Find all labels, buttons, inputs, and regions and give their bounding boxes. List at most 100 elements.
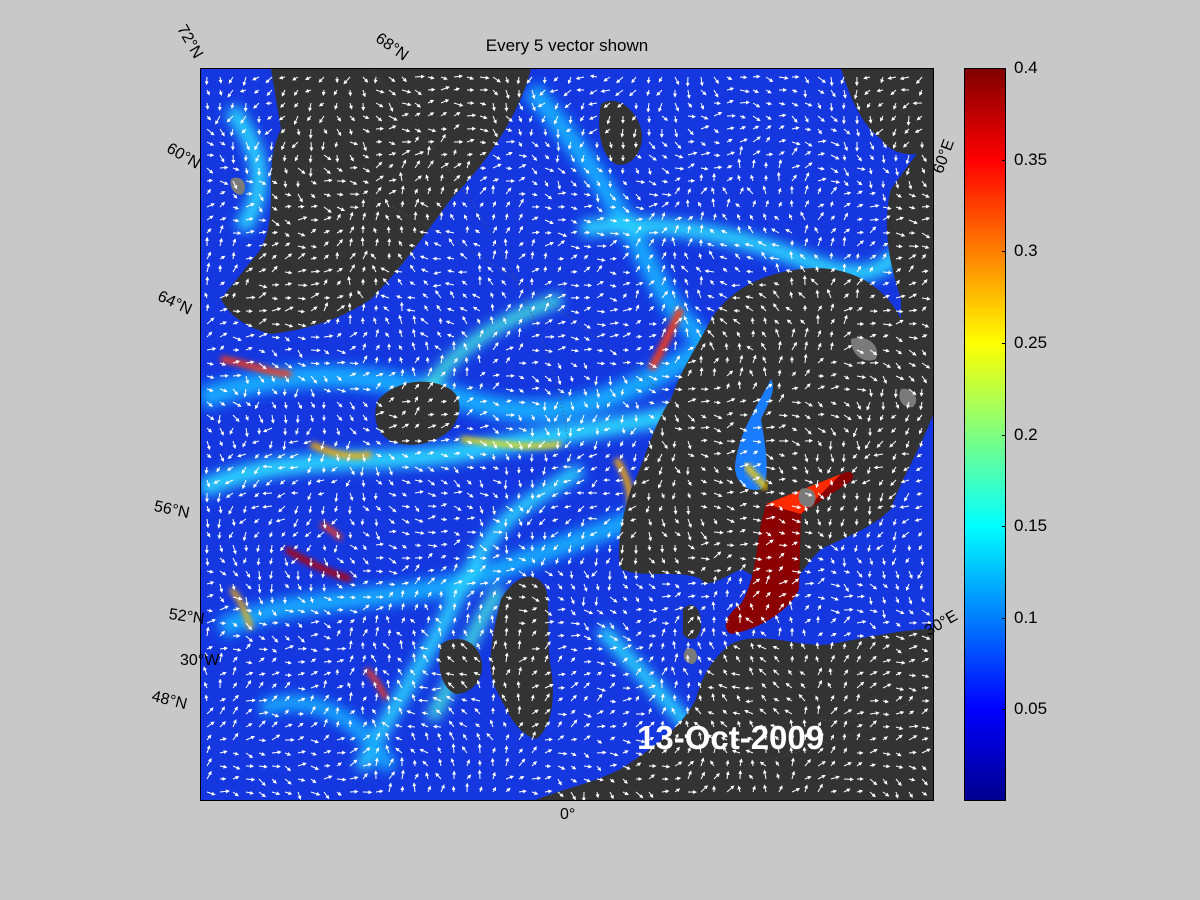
velocity-arrow [817, 166, 825, 171]
velocity-arrow [349, 115, 356, 122]
velocity-arrow [293, 89, 299, 96]
velocity-arrow [414, 128, 422, 133]
velocity-arrow [451, 743, 456, 754]
velocity-arrow [349, 180, 358, 185]
velocity-arrow [687, 163, 695, 169]
velocity-arrow [268, 167, 273, 177]
velocity-arrow [700, 151, 711, 156]
velocity-arrow [245, 179, 254, 184]
velocity-arrow [427, 530, 437, 535]
velocity-arrow [319, 115, 325, 124]
velocity-arrow [348, 128, 353, 136]
velocity-arrow [603, 76, 611, 82]
velocity-arrow [479, 140, 487, 145]
velocity-arrow [427, 99, 435, 104]
velocity-arrow [575, 76, 585, 80]
velocity-arrow [604, 128, 611, 134]
velocity-arrow [843, 141, 848, 152]
velocity-arrow [542, 76, 547, 84]
velocity-arrow [228, 76, 234, 84]
velocity-arrow [348, 102, 353, 110]
velocity-arrow [477, 264, 482, 273]
velocity-arrow [765, 555, 773, 560]
velocity-arrow [336, 115, 342, 122]
velocity-arrow [262, 491, 273, 496]
scandinavia-landmass [619, 131, 933, 609]
velocity-arrow [804, 115, 809, 123]
velocity-arrow [503, 238, 508, 247]
velocity-arrow [374, 518, 379, 527]
velocity-arrow [492, 76, 501, 83]
velocity-arrow [648, 141, 656, 150]
velocity-arrow [739, 114, 746, 119]
velocity-arrow [661, 154, 668, 159]
velocity-arrow [412, 226, 417, 234]
velocity-arrow [253, 89, 260, 94]
velocity-arrow [864, 89, 871, 95]
velocity-arrow [876, 88, 884, 93]
velocity-arrow [739, 75, 748, 80]
velocity-arrow [505, 89, 510, 100]
velocity-arrow [778, 159, 783, 169]
velocity-arrow [583, 295, 591, 300]
velocity-arrow [539, 89, 546, 96]
velocity-arrow [916, 115, 923, 121]
velocity-arrow [271, 230, 278, 235]
velocity-arrow [646, 76, 651, 84]
velocity-arrow [206, 141, 215, 146]
velocity-arrow [765, 89, 772, 94]
velocity-arrow [608, 141, 613, 149]
velocity-arrow [466, 175, 471, 182]
velocity-arrow [672, 694, 677, 702]
velocity-arrow [726, 151, 736, 156]
velocity-arrow [570, 154, 575, 163]
velocity-arrow [660, 427, 665, 437]
velocity-arrow [334, 141, 339, 148]
velocity-arrow [631, 76, 637, 84]
velocity-arrow [269, 583, 274, 594]
velocity-arrow [271, 764, 281, 769]
velocity-arrow [375, 102, 384, 108]
velocity-arrow [674, 141, 682, 150]
velocity-arrow [635, 154, 642, 159]
velocity-arrow [394, 269, 403, 274]
velocity-arrow [646, 102, 651, 113]
velocity-arrow [868, 115, 873, 124]
velocity-arrow [206, 178, 213, 183]
velocity-arrow [375, 152, 383, 157]
velocity-arrow [504, 102, 509, 112]
velocity-arrow [804, 102, 813, 107]
velocity-arrow [322, 427, 327, 435]
velocity-arrow [318, 76, 325, 83]
velocity-arrow [244, 167, 249, 175]
velocity-arrow [919, 388, 924, 397]
velocity-arrow [308, 102, 313, 112]
velocity-arrow [752, 150, 761, 156]
velocity-arrow [387, 238, 392, 247]
velocity-arrow [882, 724, 890, 729]
velocity-arrow [362, 128, 371, 133]
velocity-vectors [203, 74, 932, 800]
velocity-arrow [375, 569, 384, 574]
graticule [290, 69, 933, 770]
velocity-arrow [266, 89, 273, 96]
velocity-arrow [427, 412, 435, 417]
velocity-arrow [440, 99, 450, 104]
velocity-arrow [492, 128, 498, 138]
velocity-arrow [243, 102, 248, 112]
velocity-arrow [830, 154, 840, 160]
velocity-arrow [687, 139, 695, 144]
velocity-arrow [600, 89, 611, 93]
velocity-arrow [453, 163, 462, 169]
colorbar-tick-label: 0.3 [1014, 241, 1038, 261]
velocity-arrow [531, 89, 536, 100]
colorbar-tick-mark [1002, 434, 1006, 436]
velocity-arrow [589, 89, 598, 95]
velocity-arrow [817, 76, 827, 83]
velocity-arrow [892, 141, 897, 149]
velocity-arrow [856, 102, 861, 111]
velocity-arrow [570, 180, 577, 187]
velocity-arrow [855, 288, 860, 299]
velocity-arrow [620, 167, 625, 175]
velocity-arrow [804, 76, 809, 84]
